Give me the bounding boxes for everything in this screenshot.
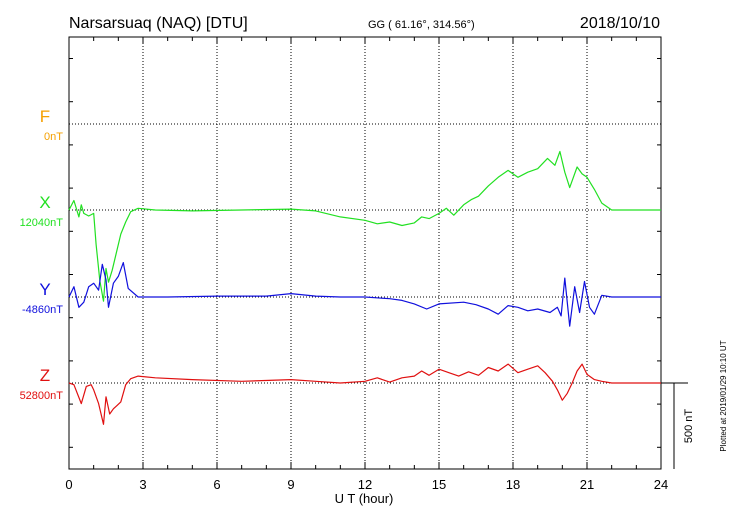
series-line-Y: [68, 262, 661, 327]
station-title: Narsarsuaq (NAQ) [DTU]: [69, 15, 248, 32]
series-line-X: [68, 150, 661, 302]
x-tick-label-18: 18: [506, 477, 520, 492]
x-tick-label-3: 3: [139, 477, 146, 492]
series-baseline-F: 0nT: [44, 131, 63, 143]
series-name-X: X: [39, 193, 50, 212]
x-tick-label-9: 9: [287, 477, 294, 492]
chart-date: 2018/10/10: [580, 15, 660, 32]
series-name-F: F: [40, 107, 50, 126]
axis-ticks: 0 3 6 9 12 15 18 21 24: [65, 37, 668, 492]
x-tick-label-6: 6: [213, 477, 220, 492]
series-line-Z: [68, 363, 661, 425]
x-tick-label-24: 24: [654, 477, 668, 492]
x-axis-label: U T (hour): [335, 491, 394, 506]
scale-bar-label: 500 nT: [683, 409, 695, 444]
series-labels: F 0nT X 12040nT Y -4860nT Z 52800nT: [20, 107, 64, 402]
x-tick-label-21: 21: [580, 477, 594, 492]
series-baseline-X: 12040nT: [20, 217, 64, 229]
x-tick-label-12: 12: [358, 477, 372, 492]
series-group: [68, 150, 661, 425]
series-name-Z: Z: [40, 366, 50, 385]
x-tick-label-0: 0: [65, 477, 72, 492]
station-coords: GG ( 61.16°, 314.56°): [368, 19, 475, 31]
series-baseline-Z: 52800nT: [20, 390, 64, 402]
plotted-timestamp: Plotted at 2019/01/29 10:10 UT: [719, 340, 728, 451]
series-name-Y: Y: [39, 280, 50, 299]
x-tick-label-15: 15: [432, 477, 446, 492]
series-baseline-Y: -4860nT: [22, 304, 63, 316]
grid-lines: [69, 37, 661, 469]
